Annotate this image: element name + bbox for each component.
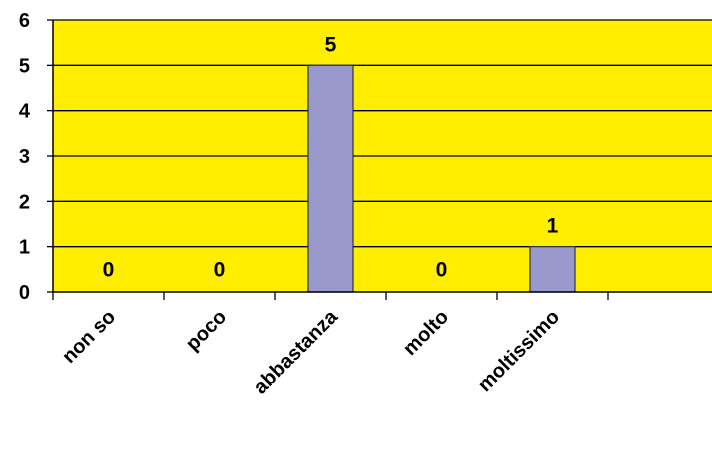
y-tick-label: 2 xyxy=(19,191,30,213)
y-tick-label: 0 xyxy=(19,282,30,304)
x-tick-label: non so xyxy=(58,306,120,368)
data-label: 0 xyxy=(214,258,226,281)
data-label: 1 xyxy=(547,215,559,238)
x-tick-label: molto xyxy=(399,306,453,360)
y-tick-label: 5 xyxy=(19,55,30,77)
x-tick-label: poco xyxy=(182,306,231,355)
y-tick-label: 6 xyxy=(19,10,30,32)
bar xyxy=(307,64,354,293)
data-label: 0 xyxy=(436,258,448,281)
data-label: 0 xyxy=(103,258,115,281)
y-tick-label: 4 xyxy=(19,101,31,123)
x-tick-label: abbastanza xyxy=(249,305,342,398)
y-tick-label: 3 xyxy=(19,146,30,168)
y-tick-labels: 0 1 2 3 4 5 6 xyxy=(19,10,53,304)
x-tick-label: moltissimo xyxy=(474,306,564,396)
bar xyxy=(529,246,576,293)
gridlines xyxy=(53,19,712,248)
data-labels: 0 0 5 0 1 xyxy=(103,33,559,281)
y-tick-label: 1 xyxy=(19,237,30,259)
data-label: 5 xyxy=(325,33,337,56)
bars xyxy=(307,64,576,293)
x-tick-labels: non so poco abbastanza molto moltissimo xyxy=(58,305,564,398)
